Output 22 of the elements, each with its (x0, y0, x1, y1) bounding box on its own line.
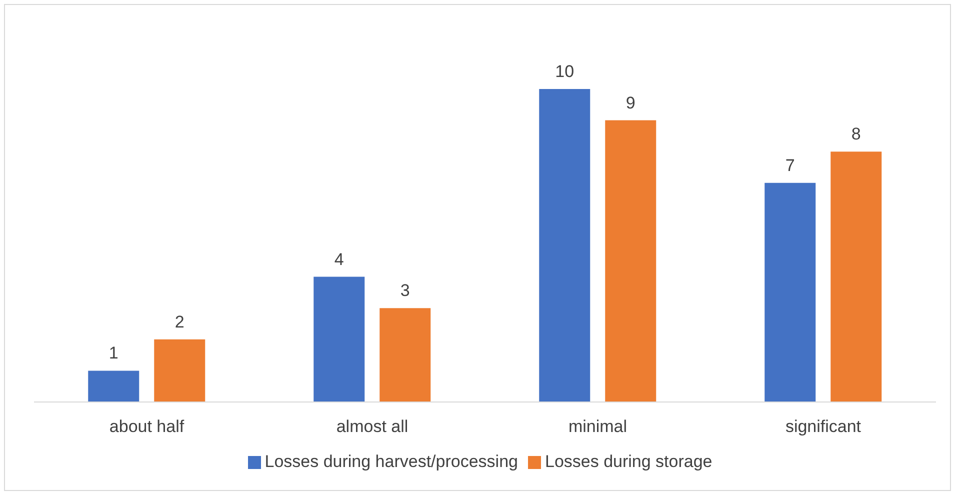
legend-label: Losses during storage (544, 452, 712, 471)
bar (154, 339, 206, 402)
bar (830, 152, 882, 402)
data-label: 1 (108, 344, 118, 363)
data-label: 10 (555, 62, 574, 81)
bar (539, 89, 590, 402)
x-tick-label: almost all (336, 417, 408, 436)
legend-label: Losses during harvest/processing (264, 452, 518, 471)
data-label: 3 (400, 281, 410, 300)
data-label: 4 (334, 250, 344, 269)
bar (380, 308, 431, 402)
bar (605, 120, 656, 402)
data-label: 2 (174, 312, 184, 332)
data-label: 8 (851, 124, 861, 144)
x-tick-label: minimal (568, 417, 628, 436)
bar (88, 370, 140, 402)
x-tick-label: significant (785, 417, 862, 436)
x-tick-label: about half (109, 417, 184, 436)
bar (764, 182, 816, 402)
data-label: 7 (785, 156, 795, 175)
data-label: 9 (626, 93, 636, 112)
bar (314, 276, 365, 402)
